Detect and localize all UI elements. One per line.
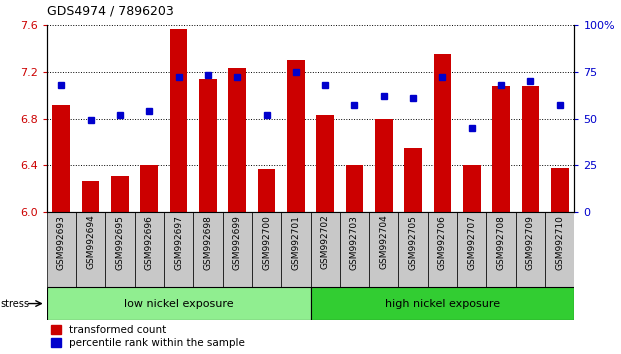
- Text: GSM992706: GSM992706: [438, 215, 447, 269]
- Text: GSM992705: GSM992705: [409, 215, 418, 269]
- Text: GSM992698: GSM992698: [203, 215, 212, 269]
- Bar: [193, 212, 222, 287]
- Bar: [433, 54, 451, 212]
- Bar: [287, 60, 305, 212]
- Text: GSM992693: GSM992693: [57, 215, 66, 269]
- Text: GSM992702: GSM992702: [320, 215, 330, 269]
- Bar: [229, 68, 246, 212]
- Bar: [340, 212, 369, 287]
- Bar: [258, 169, 275, 212]
- Text: GSM992696: GSM992696: [145, 215, 154, 269]
- Bar: [52, 104, 70, 212]
- Text: GSM992694: GSM992694: [86, 215, 95, 269]
- Bar: [47, 287, 310, 320]
- Text: GSM992700: GSM992700: [262, 215, 271, 269]
- Bar: [281, 212, 310, 287]
- Text: GDS4974 / 7896203: GDS4974 / 7896203: [47, 5, 173, 18]
- Bar: [463, 165, 481, 212]
- Text: GSM992703: GSM992703: [350, 215, 359, 269]
- Bar: [76, 212, 105, 287]
- Bar: [111, 176, 129, 212]
- Text: GSM992708: GSM992708: [497, 215, 505, 269]
- Text: GSM992697: GSM992697: [174, 215, 183, 269]
- Bar: [310, 287, 574, 320]
- Bar: [399, 212, 428, 287]
- Bar: [222, 212, 252, 287]
- Text: GSM992699: GSM992699: [233, 215, 242, 269]
- Bar: [105, 212, 135, 287]
- Bar: [369, 212, 399, 287]
- Bar: [486, 212, 516, 287]
- Bar: [522, 86, 539, 212]
- Text: GSM992709: GSM992709: [526, 215, 535, 269]
- Bar: [428, 212, 457, 287]
- Bar: [404, 148, 422, 212]
- Bar: [164, 212, 193, 287]
- Bar: [551, 168, 569, 212]
- Bar: [199, 79, 217, 212]
- Bar: [252, 212, 281, 287]
- Bar: [492, 86, 510, 212]
- Text: GSM992701: GSM992701: [291, 215, 301, 269]
- Bar: [516, 212, 545, 287]
- Bar: [47, 212, 76, 287]
- Text: high nickel exposure: high nickel exposure: [385, 298, 500, 309]
- Bar: [316, 115, 334, 212]
- Text: stress: stress: [0, 298, 29, 309]
- Text: GSM992710: GSM992710: [555, 215, 564, 269]
- Text: GSM992695: GSM992695: [116, 215, 124, 269]
- Bar: [135, 212, 164, 287]
- Bar: [545, 212, 574, 287]
- Legend: transformed count, percentile rank within the sample: transformed count, percentile rank withi…: [47, 320, 250, 352]
- Text: GSM992704: GSM992704: [379, 215, 388, 269]
- Text: low nickel exposure: low nickel exposure: [124, 298, 233, 309]
- Bar: [375, 119, 392, 212]
- Bar: [140, 165, 158, 212]
- Bar: [170, 29, 188, 212]
- Bar: [457, 212, 486, 287]
- Bar: [346, 165, 363, 212]
- Bar: [82, 181, 99, 212]
- Text: GSM992707: GSM992707: [467, 215, 476, 269]
- Bar: [310, 212, 340, 287]
